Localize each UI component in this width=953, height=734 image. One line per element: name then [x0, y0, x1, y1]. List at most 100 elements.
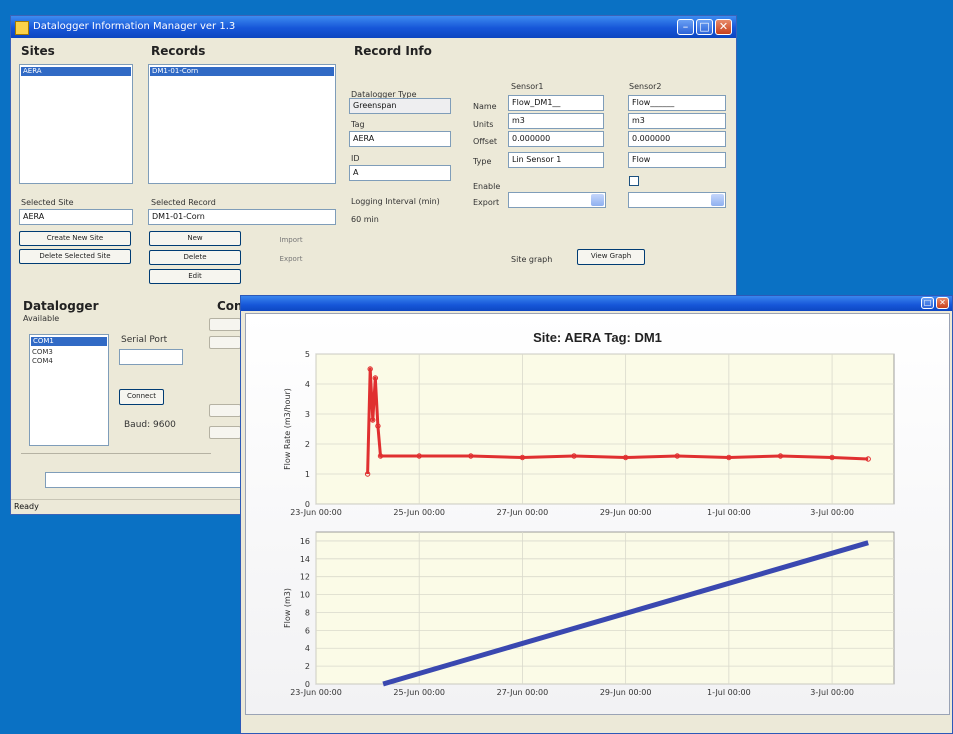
- sensor1-type-field[interactable]: Lin Sensor 1: [508, 152, 604, 168]
- datalogger-header: Datalogger: [23, 299, 99, 313]
- data-point: [370, 417, 376, 423]
- logging-interval-value: 60 min: [351, 215, 379, 224]
- title-bar[interactable]: Datalogger Information Manager ver 1.3 –…: [11, 16, 736, 38]
- maximize-icon[interactable]: □: [696, 19, 713, 35]
- graph-window: ✕ □ Site: AERA Tag: DM1 23-Jun 00:00 25-J…: [240, 295, 953, 734]
- datalogger-type-label: Datalogger Type: [351, 90, 417, 99]
- y-tick-label: 4: [305, 380, 310, 389]
- y-tick-label: 5: [305, 350, 310, 359]
- data-point: [416, 453, 422, 459]
- x-tick-label: 29-Jun 00:00: [600, 688, 652, 697]
- data-point: [377, 453, 384, 459]
- x-tick-label: 29-Jun 00:00: [600, 508, 652, 517]
- sensor1-name-field[interactable]: Flow_DM1__: [508, 95, 604, 111]
- divider: [21, 453, 211, 454]
- delete-site-button[interactable]: Delete Selected Site: [19, 249, 131, 264]
- config-button-3[interactable]: [209, 404, 241, 417]
- record-info-header: Record Info: [354, 44, 432, 58]
- minimize-icon[interactable]: –: [677, 19, 694, 35]
- sensor1-combo[interactable]: [508, 192, 606, 208]
- sites-header: Sites: [21, 44, 55, 58]
- data-point: [519, 454, 526, 461]
- sensor2-enable-checkbox[interactable]: [629, 176, 639, 186]
- x-tick-label: 27-Jun 00:00: [497, 508, 549, 517]
- logging-interval-label: Logging Interval (min): [351, 197, 440, 206]
- site-graph-label: Site graph: [511, 255, 553, 264]
- selected-site-field[interactable]: AERA: [19, 209, 133, 225]
- config-button-2[interactable]: [209, 336, 241, 349]
- close-icon[interactable]: ✕: [715, 19, 732, 35]
- y-tick-label: 2: [305, 440, 310, 449]
- connect-button[interactable]: Connect: [119, 389, 164, 405]
- records-header: Records: [151, 44, 206, 58]
- y-tick-label: 1: [305, 470, 310, 479]
- sensor1-header: Sensor1: [511, 82, 544, 91]
- flow-total-series-line: [382, 540, 869, 687]
- offset-row-label: Offset: [473, 137, 498, 146]
- app-icon: [15, 21, 29, 35]
- sensor2-combo[interactable]: [628, 192, 726, 208]
- datalogger-manager-window: Datalogger Information Manager ver 1.3 –…: [10, 15, 737, 515]
- tag-label: Tag: [351, 120, 365, 129]
- datalogger-type-combo[interactable]: Greenspan: [349, 98, 451, 114]
- y-tick-label: 3: [305, 410, 310, 419]
- sensor1-offset-field[interactable]: 0.000000: [508, 131, 604, 147]
- progress-bar: [45, 472, 241, 488]
- serial-port-field[interactable]: [119, 349, 183, 365]
- y-tick-label: 0: [305, 500, 310, 509]
- records-list[interactable]: DM1-01-Corn: [148, 64, 336, 184]
- selected-record-label: Selected Record: [151, 198, 216, 207]
- y-tick-label: 16: [300, 537, 310, 546]
- data-point: [777, 453, 784, 459]
- data-point: [468, 453, 474, 459]
- y-tick-label: 14: [300, 555, 310, 564]
- com-port-list[interactable]: COM1 COM3 COM4: [29, 334, 109, 446]
- datalogger-available-label: Available: [23, 314, 60, 323]
- delete-record-button[interactable]: Delete: [149, 250, 241, 265]
- y-axis-label: Flow Rate (m3/hour): [283, 388, 292, 470]
- sensor1-enable-label: Enable: [473, 182, 501, 191]
- x-tick-label: 1-Jul 00:00: [707, 508, 751, 517]
- sensor2-units-field[interactable]: m3: [628, 113, 726, 129]
- list-item[interactable]: COM4: [32, 357, 53, 365]
- config-button-4[interactable]: [209, 426, 241, 439]
- x-tick-label: 23-Jun 00:00: [290, 688, 342, 697]
- new-record-button[interactable]: New: [149, 231, 241, 246]
- graph-title-bar[interactable]: ✕ □: [241, 296, 952, 311]
- sensor2-name-field[interactable]: Flow______: [628, 95, 726, 111]
- export-button[interactable]: Export: [279, 255, 303, 263]
- sensor2-header: Sensor2: [629, 82, 662, 91]
- type-row-label: Type: [473, 157, 492, 166]
- chevron-down-icon[interactable]: [591, 194, 604, 206]
- data-point: [367, 366, 373, 372]
- maximize-icon[interactable]: □: [921, 297, 934, 309]
- list-item[interactable]: AERA: [21, 67, 131, 76]
- import-button[interactable]: Import: [279, 236, 303, 244]
- list-item[interactable]: COM3: [32, 348, 53, 356]
- x-tick-label: 3-Jul 00:00: [810, 688, 854, 697]
- sensor2-offset-field[interactable]: 0.000000: [628, 131, 726, 147]
- serial-port-label: Serial Port: [121, 335, 168, 345]
- chart-title: Site: AERA Tag: DM1: [533, 330, 662, 345]
- create-site-button[interactable]: Create New Site: [19, 231, 131, 246]
- chevron-down-icon[interactable]: [711, 194, 724, 206]
- edit-record-button[interactable]: Edit: [149, 269, 241, 284]
- name-row-label: Name: [473, 102, 497, 111]
- list-item[interactable]: DM1-01-Corn: [150, 67, 334, 76]
- data-point: [829, 454, 835, 461]
- list-item[interactable]: COM1: [31, 337, 107, 346]
- view-graph-button[interactable]: View Graph: [577, 249, 645, 265]
- sensor2-type-field[interactable]: Flow: [628, 152, 726, 168]
- tag-field[interactable]: AERA: [349, 131, 451, 147]
- data-point: [865, 456, 871, 462]
- sensor1-units-field[interactable]: m3: [508, 113, 604, 129]
- sites-list[interactable]: AERA: [19, 64, 133, 184]
- id-field[interactable]: A: [349, 165, 451, 181]
- config-button-1[interactable]: [209, 318, 241, 331]
- charts-svg: 23-Jun 00:00 25-Jun 00:00 27-Jun 00:00 29-J…: [283, 350, 895, 697]
- selected-record-field[interactable]: DM1-01-Corn: [148, 209, 336, 225]
- sensor1-combo-label: Export: [473, 198, 500, 207]
- selected-site-label: Selected Site: [21, 198, 74, 207]
- close-icon[interactable]: ✕: [936, 297, 949, 309]
- y-tick-label: 10: [300, 591, 310, 600]
